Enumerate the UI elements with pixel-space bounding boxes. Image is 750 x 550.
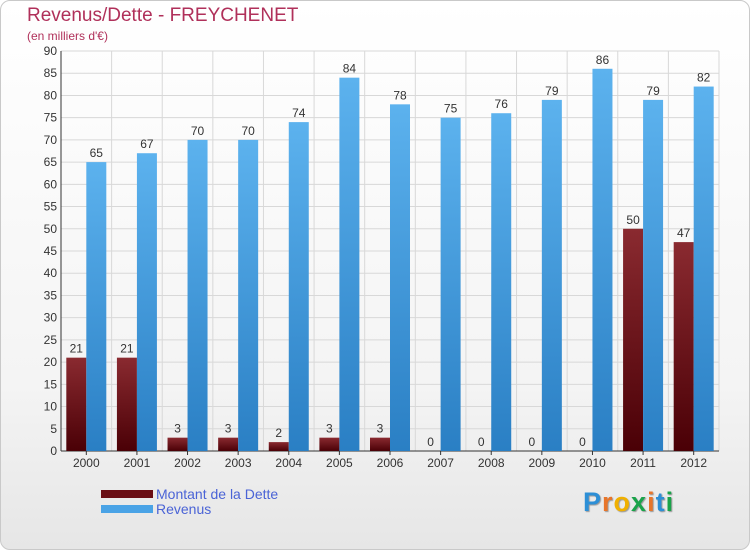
x-tick-label: 2001 [124, 456, 151, 470]
y-tick-label: 30 [44, 311, 58, 325]
y-tick-label: 40 [44, 266, 58, 280]
bar-revenus [136, 153, 157, 451]
value-label-revenus: 74 [292, 106, 306, 120]
value-label-revenus: 78 [393, 88, 407, 102]
y-tick-label: 50 [44, 222, 58, 236]
y-tick-label: 5 [50, 422, 57, 436]
chart-subtitle: (en milliers d'€) [27, 29, 108, 43]
bar-dette [370, 437, 390, 451]
bar-revenus [86, 162, 107, 451]
bar-revenus [440, 117, 461, 452]
value-label-revenus: 65 [90, 146, 104, 160]
y-tick-label: 15 [44, 377, 58, 391]
legend-swatch-revenus [101, 505, 153, 513]
x-tick-label: 2009 [528, 456, 555, 470]
y-tick-label: 70 [44, 133, 58, 147]
bars [66, 68, 714, 452]
value-label-revenus: 84 [343, 62, 357, 76]
bar-revenus [693, 86, 714, 452]
proxiti-logo: Proxiti [583, 487, 675, 517]
value-label-revenus: 79 [646, 84, 660, 98]
x-tick-label: 2002 [174, 456, 201, 470]
y-tick-label: 85 [44, 66, 58, 80]
y-tick-label: 80 [44, 88, 58, 102]
legend-label-revenus: Revenus [156, 501, 212, 517]
y-tick-label: 10 [44, 400, 58, 414]
bar-dette [673, 242, 694, 451]
value-label-dette: 21 [70, 342, 84, 356]
x-tick-label: 2008 [478, 456, 505, 470]
bar-revenus [390, 104, 410, 451]
x-tick-label: 2006 [377, 456, 404, 470]
value-label-dette: 21 [120, 342, 134, 356]
x-tick-label: 2005 [326, 456, 353, 470]
bar-dette [218, 437, 239, 451]
legend-swatch-dette [101, 490, 153, 498]
y-tick-label: 45 [44, 244, 58, 258]
x-tick-label: 2007 [427, 456, 454, 470]
x-tick-label: 2011 [630, 456, 656, 470]
value-label-dette: 0 [478, 435, 485, 449]
value-label-dette: 2 [275, 426, 282, 440]
y-tick-label: 65 [44, 155, 58, 169]
x-tick-label: 2000 [73, 456, 100, 470]
bar-revenus [238, 139, 259, 451]
bar-dette [167, 437, 188, 451]
value-label-dette: 0 [529, 435, 536, 449]
y-tick-label: 90 [44, 44, 58, 58]
value-label-dette: 0 [579, 435, 586, 449]
bar-dette [66, 357, 87, 451]
x-tick-label: 2012 [680, 456, 707, 470]
value-label-revenus: 76 [495, 97, 509, 111]
value-label-revenus: 79 [545, 84, 559, 98]
value-label-dette: 3 [225, 422, 232, 436]
bar-revenus [592, 68, 613, 452]
value-label-revenus: 75 [444, 102, 458, 116]
axes: 0510152025303540455055606570758085902000… [44, 44, 719, 470]
y-tick-label: 55 [44, 200, 58, 214]
bar-dette [623, 228, 644, 451]
bar-dette [319, 437, 340, 451]
bar-revenus [339, 77, 360, 452]
value-label-dette: 50 [626, 213, 640, 227]
value-label-revenus: 70 [191, 124, 205, 138]
bar-revenus [643, 99, 664, 451]
y-tick-label: 60 [44, 177, 58, 191]
y-tick-label: 20 [44, 355, 58, 369]
value-label-revenus: 82 [697, 71, 711, 85]
value-label-revenus: 70 [241, 124, 255, 138]
value-label-revenus: 86 [596, 53, 610, 67]
y-tick-label: 75 [44, 111, 58, 125]
bar-dette [268, 442, 289, 451]
y-tick-label: 35 [44, 288, 58, 302]
y-tick-label: 25 [44, 333, 58, 347]
value-label-dette: 0 [427, 435, 434, 449]
value-label-dette: 47 [677, 226, 691, 240]
bar-revenus [288, 122, 309, 451]
y-tick-label: 0 [50, 444, 57, 458]
x-tick-label: 2003 [225, 456, 252, 470]
value-label-dette: 3 [377, 422, 384, 436]
bar-dette [116, 357, 137, 451]
legend-label-dette: Montant de la Dette [156, 486, 279, 502]
value-labels: 21 65 21 67 3 70 3 70 2 74 3 84 3 78 0 75 0 76 0 79 0 86 50 79 4… [70, 53, 711, 449]
x-tick-label: 2010 [579, 456, 606, 470]
chart-title: Revenus/Dette - FREYCHENET [27, 5, 299, 26]
bar-revenus [491, 113, 512, 451]
value-label-dette: 3 [326, 422, 333, 436]
bar-revenus [541, 99, 562, 451]
value-label-dette: 3 [174, 422, 181, 436]
value-label-revenus: 67 [140, 137, 154, 151]
x-tick-label: 2004 [275, 456, 302, 470]
bar-revenus [187, 139, 208, 451]
